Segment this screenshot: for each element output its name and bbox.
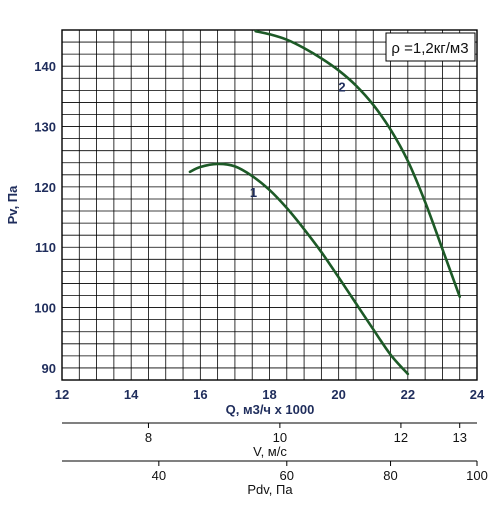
x-tick-label: 22 (401, 387, 415, 402)
secondary-tick-label: 12 (394, 430, 408, 445)
series-2-line (254, 29, 462, 299)
x-tick-label: 16 (193, 387, 207, 402)
secondary-tick-label: 60 (280, 468, 294, 483)
secondary-tick-label: 80 (383, 468, 397, 483)
y-tick-label: 130 (34, 120, 56, 135)
x-tick-label: 12 (55, 387, 69, 402)
secondary-tick-label: 13 (452, 430, 466, 445)
x-tick-label: 20 (331, 387, 345, 402)
curves: 12 (188, 29, 462, 376)
series-2-label: 2 (338, 80, 345, 95)
y-tick-label: 100 (34, 301, 56, 316)
secondary-axis-title: V, м/с (253, 444, 287, 459)
series-1-label: 1 (250, 185, 257, 200)
y-axis-title: Pv, Па (5, 185, 20, 225)
x-axis-title: Q, м3/ч х 1000 (226, 402, 315, 417)
density-annotation: ρ =1,2кг/м3 (391, 40, 468, 57)
x-tick-label: 18 (262, 387, 276, 402)
secondary-axes: 8 10 12 13 V, м/с 40 60 80 100 Pdv, Па (62, 422, 488, 497)
plot-frame (61, 29, 478, 381)
x-tick-label: 14 (124, 387, 139, 402)
secondary-tick-label: 40 (152, 468, 166, 483)
y-tick-label: 140 (34, 59, 56, 74)
density-annotation-box (385, 32, 476, 62)
series-1-line (188, 162, 410, 376)
x-tick-label: 24 (470, 387, 485, 402)
secondary-tick-label: 10 (273, 430, 287, 445)
y-tick-label: 110 (35, 240, 56, 255)
y-tick-label: 120 (34, 180, 56, 195)
secondary-tick-label: 100 (466, 468, 488, 483)
grid (62, 30, 477, 380)
y-tick-label: 90 (42, 361, 56, 376)
secondary-axis-title: Pdv, Па (247, 482, 293, 497)
secondary-tick-label: 8 (145, 430, 152, 445)
